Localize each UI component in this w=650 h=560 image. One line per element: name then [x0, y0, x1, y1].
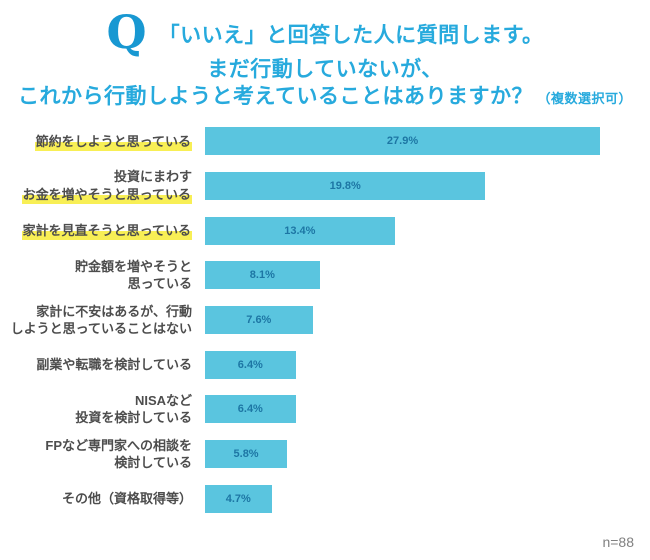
category-label-line: 投資にまわす [113, 169, 192, 185]
bar: 8.1% [205, 261, 320, 290]
multiple-choice-note: （複数選択可） [537, 91, 632, 106]
category-label: 節約をしようと思っている [0, 133, 200, 151]
bar: 6.4% [205, 395, 296, 424]
category-label: 副業や転職を検討している [0, 356, 200, 374]
category-label: その他（資格取得等） [0, 490, 200, 508]
bar: 19.8% [205, 172, 486, 201]
title-line-3: これから行動しようと考えていることはありますか？ （複数選択可） [0, 83, 650, 110]
title-text-line3: これから行動しようと考えていることはありますか？ [18, 85, 533, 108]
category-label-line: 思っている [127, 276, 192, 292]
chart-row: 家計を見直そうと思っている 13.4% [0, 208, 650, 253]
chart-row: 投資にまわすお金を増やそうと思っている 19.8% [0, 164, 650, 209]
category-label-line: 検討している [114, 455, 192, 471]
title-line-2: まだ行動していないが、 [0, 56, 650, 83]
title-line-1: Q 「いいえ」と回答した人に質問します。 [0, 5, 650, 59]
category-label: 貯金額を増やそうと思っている [0, 258, 200, 293]
bar-value-label: 5.8% [233, 448, 259, 461]
title-text-line1: 「いいえ」と回答した人に質問します。 [158, 24, 544, 47]
category-label-line: FPなど専門家への相談を [45, 437, 192, 453]
category-label: 投資にまわすお金を増やそうと思っている [0, 168, 200, 205]
bar-track: 13.4% [200, 216, 650, 245]
chart-row: 節約をしようと思っている 27.9% [0, 119, 650, 164]
category-label-line: 副業や転職を検討している [36, 357, 192, 372]
bar: 5.8% [205, 440, 288, 469]
bar-value-label: 27.9% [386, 135, 419, 148]
chart-row: FPなど専門家への相談を検討している 5.8% [0, 432, 650, 477]
chart-row: NISAなど投資を検討している 6.4% [0, 387, 650, 432]
bar-track: 8.1% [200, 261, 650, 290]
category-label-line: 投資を検討している [75, 410, 192, 426]
bar-track: 19.8% [200, 172, 650, 201]
bar-value-label: 6.4% [237, 358, 263, 371]
category-label: 家計を見直そうと思っている [0, 222, 200, 240]
chart-title-block: Q 「いいえ」と回答した人に質問します。 まだ行動していないが、 これから行動し… [0, 0, 650, 110]
bar-chart: 節約をしようと思っている 27.9% 投資にまわすお金を増やそうと思っている 19.8… [0, 119, 650, 521]
category-label-line-highlighted: お金を増やそうと思っている [21, 187, 192, 205]
chart-row: 副業や転職を検討している 6.4% [0, 342, 650, 387]
bar: 6.4% [205, 350, 296, 379]
category-label-line: しようと思っていることはない [10, 321, 192, 337]
category-label-line: 家計に不安はあるが、行動 [36, 303, 192, 319]
bar-value-label: 13.4% [284, 224, 316, 237]
chart-row: 貯金額を増やそうと思っている 8.1% [0, 253, 650, 298]
bar-track: 4.7% [200, 484, 650, 513]
category-label: NISAなど投資を検討している [0, 392, 200, 427]
question-mark-icon: Q [106, 5, 147, 59]
title-text-line2: まだ行動していないが、 [207, 58, 443, 81]
bar-value-label: 4.7% [225, 492, 251, 505]
bar-value-label: 8.1% [249, 269, 275, 282]
chart-row: その他（資格取得等） 4.7% [0, 477, 650, 522]
bar: 13.4% [205, 216, 395, 245]
category-label-line: その他（資格取得等） [61, 491, 192, 507]
category-label: 家計に不安はあるが、行動しようと思っていることはない [0, 303, 200, 338]
bar: 4.7% [205, 484, 272, 513]
sample-size-label: n=88 [602, 534, 634, 551]
bar: 27.9% [205, 127, 601, 156]
bar-track: 7.6% [200, 306, 650, 335]
category-label-line: NISAなど [134, 392, 192, 408]
category-label-line-highlighted: 節約をしようと思っている [34, 133, 192, 151]
chart-row: 家計に不安はあるが、行動しようと思っていることはない 7.6% [0, 298, 650, 343]
category-label-line: 貯金額を増やそうと [74, 258, 192, 274]
bar-track: 5.8% [200, 440, 650, 469]
bar-value-label: 6.4% [237, 403, 263, 416]
bar-track: 27.9% [200, 127, 650, 156]
bar-value-label: 19.8% [329, 180, 361, 193]
category-label: FPなど専門家への相談を検討している [0, 437, 200, 472]
bar-track: 6.4% [200, 350, 650, 379]
bar-value-label: 7.6% [246, 314, 272, 327]
bar: 7.6% [205, 306, 313, 335]
bar-track: 6.4% [200, 395, 650, 424]
category-label-line-highlighted: 家計を見直そうと思っている [21, 222, 192, 240]
